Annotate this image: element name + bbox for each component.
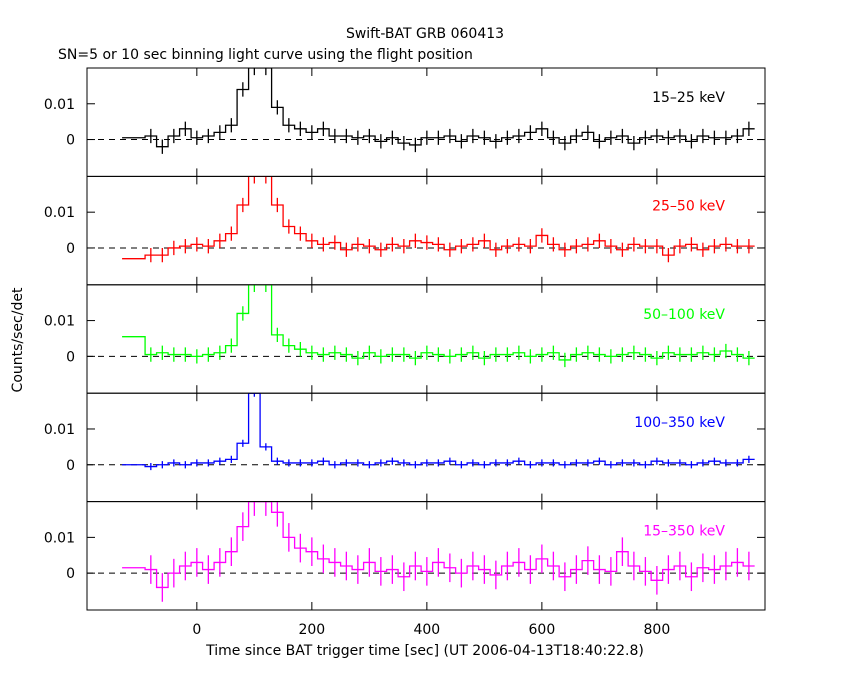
series-2 (122, 284, 755, 368)
panel-1: 0 0.01 25–50 keV (44, 175, 766, 286)
panel-frame (86, 392, 766, 503)
panel-frame (86, 501, 766, 611)
light-curve-line (122, 176, 755, 260)
y-tick-label: 0.01 (44, 422, 75, 438)
y-tick-label: 0.01 (44, 530, 75, 546)
y-axis-label: Counts/sec/det (10, 287, 26, 392)
x-tick-label: 600 (529, 622, 556, 638)
band-label: 15–25 keV (652, 90, 725, 106)
panel-0: 0 0.01 15–25 keV (44, 67, 766, 177)
y-tick-label: 0.01 (44, 97, 75, 113)
panel-frame (86, 175, 766, 286)
chart-subtitle: SN=5 or 10 sec binning light curve using… (58, 47, 473, 63)
panel-2: 0 0.01 50–100 keV (44, 284, 766, 394)
y-tick-label: 0 (66, 241, 75, 257)
band-label: 50–100 keV (643, 307, 725, 323)
series-3 (122, 393, 755, 471)
x-tick-label: 200 (298, 622, 325, 638)
band-label: 100–350 keV (634, 415, 725, 431)
y-tick-label: 0 (66, 349, 75, 365)
series-0 (122, 68, 755, 154)
series-1 (122, 176, 755, 263)
x-axis-label: Time since BAT trigger time [sec] (UT 20… (205, 643, 644, 659)
y-tick-label: 0.01 (44, 314, 75, 330)
y-tick-label: 0.01 (44, 205, 75, 221)
y-tick-label: 0 (66, 458, 75, 474)
light-curve-line (122, 284, 755, 361)
x-tick-label: 800 (644, 622, 671, 638)
series-4 (122, 501, 755, 602)
light-curve-line (122, 68, 755, 148)
light-curve-line (122, 501, 755, 589)
panel-3: 0 0.01 100–350 keV (44, 392, 766, 503)
panel-frame (86, 284, 766, 394)
band-label: 25–50 keV (652, 198, 725, 214)
band-label: 15–350 keV (643, 524, 725, 540)
light-curve-line (122, 393, 755, 468)
y-tick-label: 0 (66, 133, 75, 149)
x-tick-label: 400 (413, 622, 440, 638)
panel-frame (86, 67, 766, 177)
panel-4: 0 0.01 15–350 keV (44, 501, 766, 611)
x-tick-label: 0 (192, 622, 201, 638)
chart-title: Swift-BAT GRB 060413 (346, 26, 504, 42)
y-tick-label: 0 (66, 566, 75, 582)
